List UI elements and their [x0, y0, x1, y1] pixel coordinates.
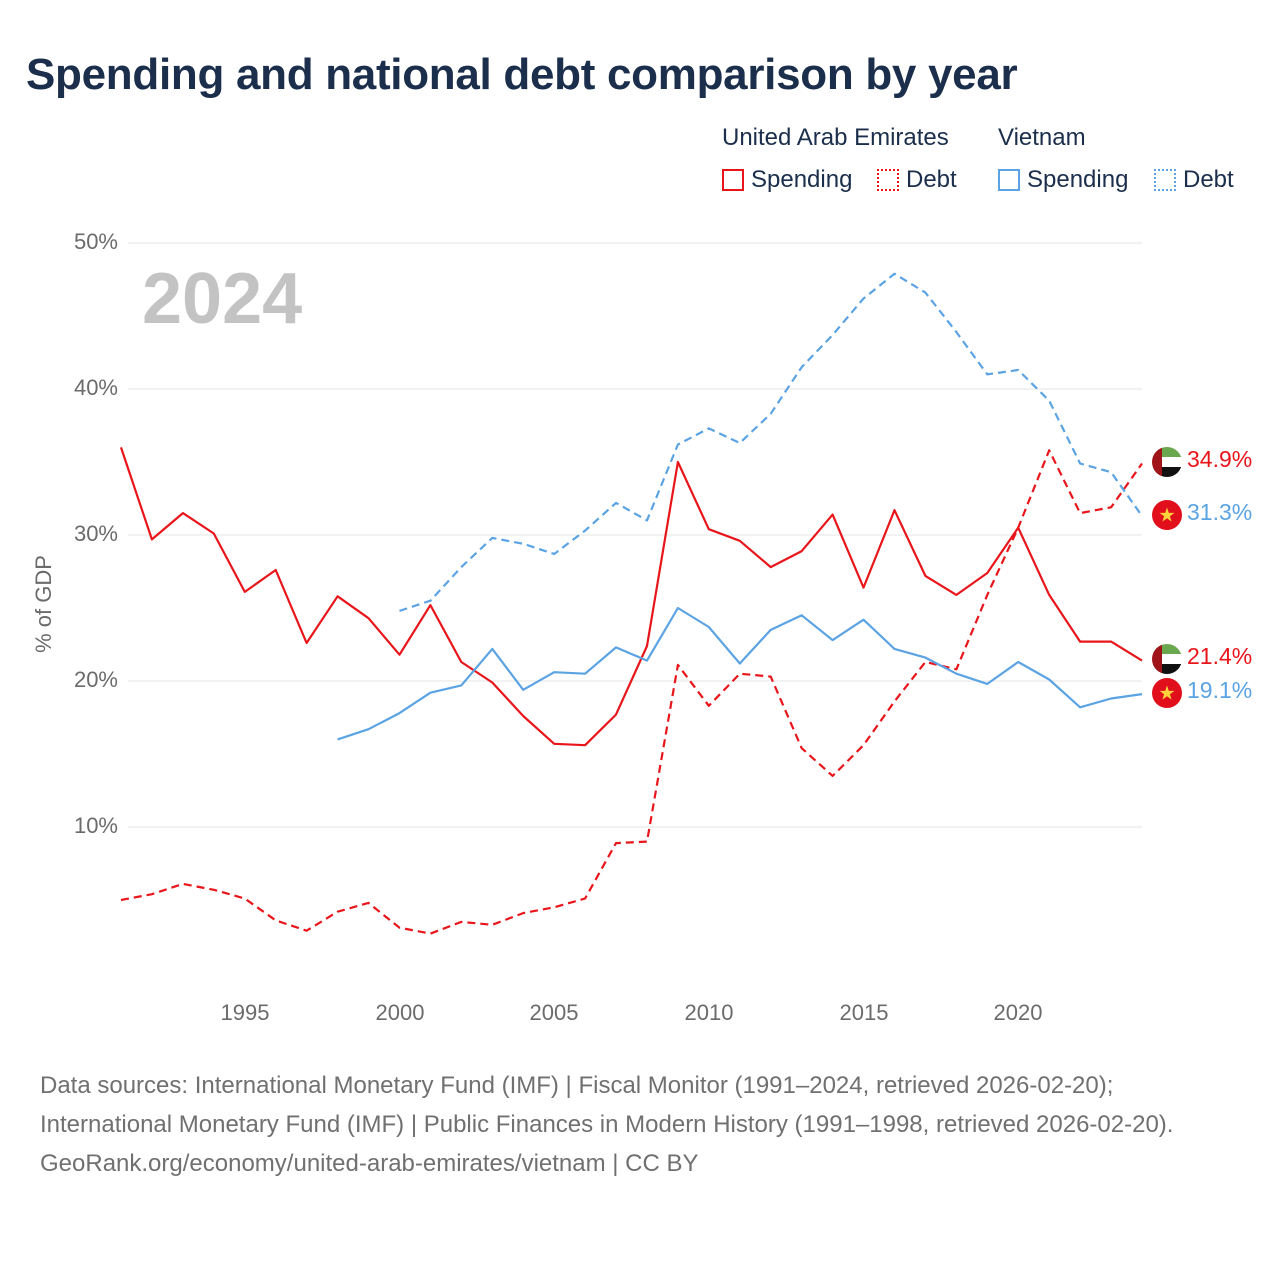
legend-swatch-dotted-icon	[877, 169, 899, 191]
y-tick-label: 20%	[73, 667, 118, 692]
series-line-uae_debt[interactable]	[120, 449, 1143, 935]
y-tick-label: 40%	[73, 375, 118, 400]
legend-label: Spending	[1027, 166, 1129, 193]
y-tick-label: 50%	[73, 229, 118, 254]
legend-item-vietnam-debt[interactable]: Debt	[1154, 166, 1234, 194]
y-tick-label: 10%	[73, 813, 118, 838]
legend-label: Debt	[1183, 166, 1234, 193]
credit-link[interactable]: GeoRank.org/economy/united-arab-emirates…	[40, 1150, 699, 1177]
data-sources: Data sources: International Monetary Fun…	[40, 1072, 1174, 1138]
legend-label: Spending	[751, 166, 853, 193]
gridlines	[128, 242, 1142, 828]
legend-label: Debt	[906, 166, 957, 193]
end-label-uae-debt: 34.9%	[1187, 446, 1253, 472]
footer: Data sources: International Monetary Fun…	[40, 1066, 1240, 1183]
series-line-vietnam_spending[interactable]	[337, 606, 1143, 741]
x-tick-label: 2000	[375, 1000, 425, 1025]
uae-flag-icon	[1152, 447, 1182, 477]
vietnam-flag-icon	[1152, 678, 1182, 708]
x-tick-label: 2010	[684, 1000, 734, 1025]
x-tick-label: 2020	[993, 1000, 1043, 1025]
series-line-vietnam_debt[interactable]	[399, 272, 1143, 612]
legend-swatch-solid-icon	[998, 169, 1020, 191]
end-label-vietnam-debt: 31.3%	[1187, 499, 1253, 525]
legend-group-vietnam: Vietnam	[998, 124, 1086, 151]
year-watermark: 2024	[142, 259, 303, 339]
end-label-uae-spending: 21.4%	[1187, 643, 1253, 669]
legend-group-uae: United Arab Emirates	[722, 124, 949, 151]
legend-item-uae-spending[interactable]: Spending	[722, 166, 852, 194]
legend-swatch-dotted-icon	[1154, 169, 1176, 191]
uae-flag-icon	[1152, 644, 1182, 674]
chart-title: Spending and national debt comparison by…	[26, 50, 1018, 99]
series-line-uae_spending[interactable]	[119, 447, 1143, 747]
vietnam-flag-icon	[1152, 500, 1182, 530]
y-tick-label: 30%	[73, 521, 118, 546]
x-tick-label: 1995	[220, 1000, 270, 1025]
series-lines	[119, 272, 1143, 935]
end-label-vietnam-spending: 19.1%	[1187, 677, 1253, 703]
legend-item-uae-debt[interactable]: Debt	[877, 166, 957, 194]
x-tick-label: 2005	[529, 1000, 579, 1025]
x-tick-label: 2015	[839, 1000, 889, 1025]
legend-item-vietnam-spending[interactable]: Spending	[998, 166, 1128, 194]
y-axis-label: % of GDP	[31, 555, 56, 653]
legend-swatch-solid-icon	[722, 169, 744, 191]
